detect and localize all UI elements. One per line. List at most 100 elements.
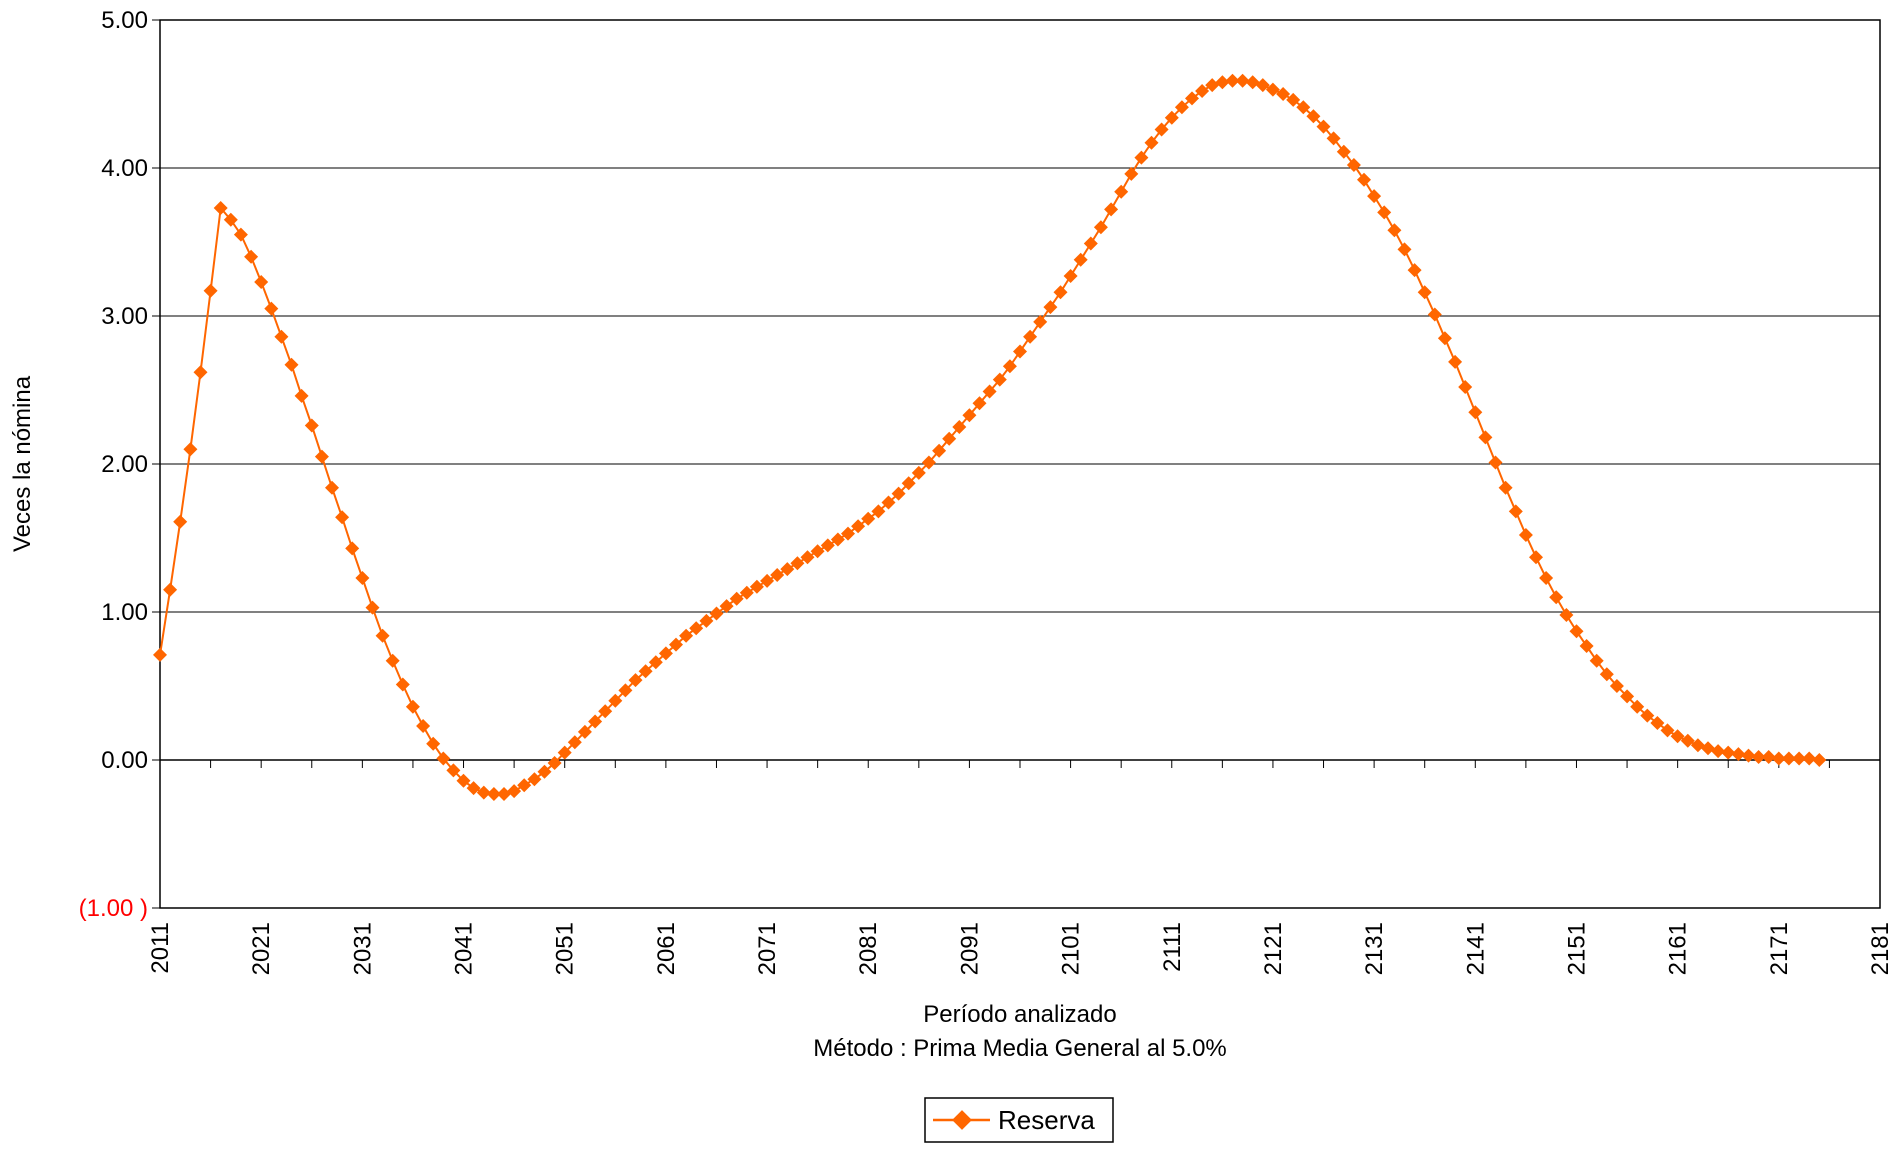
data-point-reserva — [1195, 84, 1210, 98]
data-point-reserva — [1660, 723, 1675, 738]
data-point-reserva — [1569, 624, 1584, 639]
y-tick-label: 4.00 — [101, 155, 148, 182]
data-point-reserva — [1751, 750, 1766, 764]
data-point-reserva — [1013, 344, 1027, 359]
data-point-reserva — [244, 249, 259, 264]
data-point-reserva — [264, 301, 279, 316]
y-tick-labels: 5.00 4.00 3.00 2.00 1.00 0.00 (1.00 ) — [79, 7, 148, 922]
data-point-reserva — [1518, 528, 1533, 542]
data-point-reserva — [335, 510, 350, 525]
data-point-reserva — [638, 664, 653, 679]
data-point-reserva — [497, 787, 511, 801]
x-tick-label: 2121 — [1260, 922, 1287, 975]
data-point-reserva — [1053, 285, 1068, 300]
gridlines — [160, 167, 1880, 761]
data-point-reserva — [1589, 653, 1604, 668]
x-tick-label: 2141 — [1462, 922, 1489, 975]
data-point-reserva — [375, 628, 390, 643]
x-tick-label: 2081 — [855, 922, 882, 975]
data-point-reserva — [658, 646, 673, 661]
data-point-reserva — [911, 465, 926, 480]
data-point-reserva — [1529, 550, 1543, 565]
x-tick-label: 2021 — [248, 922, 275, 975]
data-point-reserva — [830, 532, 845, 547]
data-point-reserva — [1377, 205, 1392, 220]
data-point-reserva — [1326, 131, 1341, 146]
x-tick-label: 2111 — [1159, 922, 1186, 972]
data-point-reserva — [780, 562, 795, 577]
data-point-reserva — [709, 606, 724, 621]
data-point-reserva — [810, 544, 825, 559]
data-point-reserva — [1559, 608, 1574, 622]
data-point-reserva — [1215, 75, 1230, 90]
data-point-reserva — [557, 745, 572, 760]
y-tick-label: 3.00 — [101, 303, 148, 330]
data-point-reserva — [618, 683, 633, 698]
data-point-reserva — [1235, 73, 1250, 88]
x-tick-label: 2051 — [552, 922, 579, 975]
data-point-reserva — [476, 785, 491, 800]
data-point-reserva — [588, 714, 603, 729]
data-point-reserva — [1539, 571, 1554, 585]
data-point-reserva — [1144, 135, 1159, 150]
data-point-reserva — [1640, 708, 1655, 723]
data-point-reserva — [1002, 359, 1017, 374]
data-point-reserva — [1731, 747, 1746, 762]
legend: Reserva — [924, 1097, 1114, 1143]
data-point-reserva — [1043, 300, 1058, 315]
data-point-reserva — [1670, 729, 1685, 744]
data-point-reserva — [1306, 109, 1321, 124]
data-point-reserva — [1609, 679, 1624, 693]
data-point-reserva — [517, 778, 532, 793]
legend-label-reserva: Reserva — [998, 1105, 1095, 1135]
data-point-reserva — [1255, 78, 1270, 93]
data-point-reserva — [1114, 184, 1129, 199]
data-point-reserva — [355, 571, 370, 585]
data-point-reserva — [1063, 269, 1078, 283]
data-point-reserva — [193, 365, 208, 380]
data-point-reserva — [223, 212, 238, 227]
data-point-reserva — [800, 550, 815, 565]
data-point-reserva — [274, 329, 289, 344]
data-point-reserva — [1367, 189, 1382, 204]
data-point-reserva — [1721, 745, 1736, 760]
data-point-reserva — [1741, 748, 1756, 763]
data-point-reserva — [1690, 738, 1705, 753]
data-point-reserva — [1336, 144, 1351, 159]
data-point-reserva — [841, 526, 855, 541]
data-point-reserva — [1417, 285, 1432, 300]
data-point-reserva — [1771, 751, 1786, 766]
data-point-reserva — [871, 504, 886, 519]
data-point-reserva — [1154, 122, 1169, 137]
data-point-reserva — [1316, 119, 1331, 134]
data-point-reserva — [1387, 223, 1402, 238]
data-point-reserva — [1680, 733, 1695, 748]
data-point-reserva — [901, 476, 916, 491]
data-point-reserva — [1448, 354, 1463, 369]
data-point-reserva — [1630, 699, 1645, 714]
data-point-reserva — [881, 495, 896, 510]
x-tick-label: 2181 — [1867, 922, 1894, 975]
data-point-reserva — [405, 699, 420, 714]
x-tick-label: 2091 — [956, 922, 983, 975]
data-point-reserva — [1458, 380, 1473, 394]
data-point-reserva — [436, 751, 451, 766]
y-tick-label: 2.00 — [101, 451, 148, 478]
data-point-reserva — [608, 693, 623, 708]
data-point-reserva — [173, 514, 188, 529]
data-point-reserva — [1620, 689, 1635, 704]
x-tick-label: 2101 — [1058, 922, 1085, 975]
y-tick-label: (1.00 ) — [79, 895, 148, 922]
data-point-reserva — [1650, 716, 1665, 730]
data-point-reserva — [1174, 100, 1189, 115]
data-point-reserva — [1437, 331, 1452, 346]
data-point-reserva — [1508, 504, 1523, 519]
data-point-reserva — [628, 673, 643, 688]
data-point-reserva — [1265, 82, 1280, 97]
data-point-reserva — [1498, 480, 1513, 495]
data-point-reserva — [1245, 75, 1260, 90]
x-tick-labels: 2011 2021 2031 2041 2051 2061 2071 2081 2091 2101… — [147, 922, 1894, 975]
x-tick-label: 2071 — [754, 922, 781, 975]
